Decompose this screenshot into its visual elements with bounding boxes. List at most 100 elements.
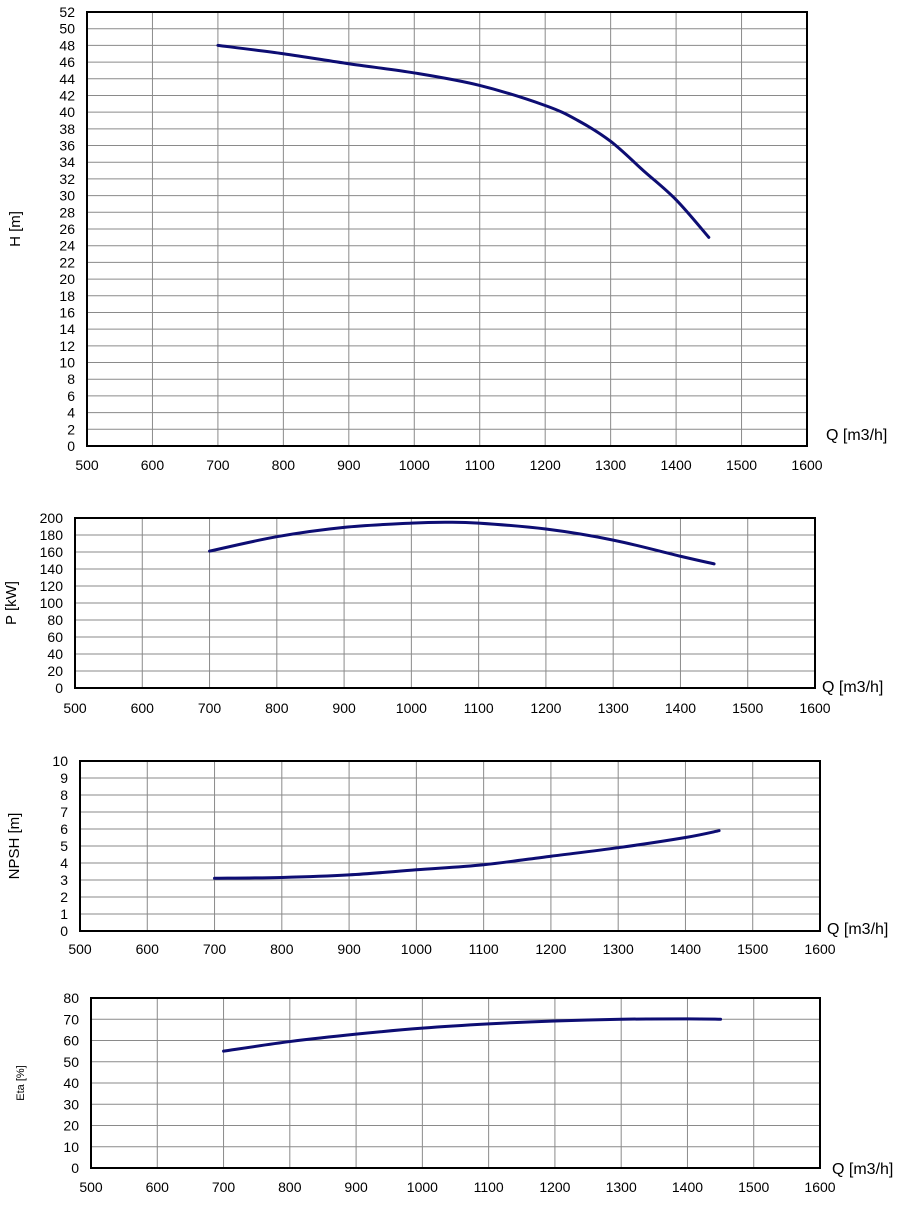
- y-tick-label: 38: [59, 121, 75, 137]
- y-tick-label: 12: [59, 338, 75, 354]
- x-tick-label: 1200: [535, 941, 566, 957]
- chart-1: 500 600 700 800 900 1000 1100 1200 1300 1400 1500 1…: [7, 4, 887, 473]
- x-tick-label: 500: [75, 457, 99, 473]
- y-tick-label: 0: [71, 1160, 79, 1176]
- y-tick-label: 4: [67, 405, 75, 421]
- y-tick-label: 0: [67, 438, 75, 454]
- y-axis-label: Eta [%]: [15, 1065, 27, 1100]
- y-tick-label: 0: [55, 680, 63, 696]
- x-tick-label: 1100: [469, 941, 499, 957]
- y-tick-label: 200: [40, 510, 64, 526]
- y-tick-label: 9: [60, 770, 68, 786]
- y-tick-label: 30: [63, 1096, 79, 1112]
- x-tick-label: 1100: [464, 700, 494, 716]
- x-tick-label: 1600: [804, 941, 835, 957]
- x-tick-label: 1000: [401, 941, 432, 957]
- y-tick-label: 5: [60, 838, 68, 854]
- y-tick-label: 60: [63, 1033, 79, 1049]
- y-tick-label: 40: [47, 646, 63, 662]
- x-axis-label: Q [m3/h]: [826, 427, 887, 444]
- y-tick-label: 18: [59, 288, 75, 304]
- y-tick-label: 36: [59, 138, 75, 154]
- y-tick-label: 46: [59, 54, 75, 70]
- x-axis-label: Q [m3/h]: [832, 1161, 893, 1178]
- y-tick-label: 10: [59, 355, 75, 371]
- plot-frame: [74, 517, 816, 689]
- y-tick-label: 140: [40, 561, 64, 577]
- y-tick-label: 80: [47, 612, 63, 628]
- y-tick-label: 70: [63, 1011, 79, 1027]
- x-tick-label: 1500: [737, 941, 768, 957]
- y-axis-label: P [kW]: [3, 581, 20, 625]
- x-tick-label: 1300: [595, 457, 626, 473]
- x-tick-label: 1500: [738, 1179, 769, 1195]
- y-tick-label: 180: [40, 527, 64, 543]
- series-line: [213, 829, 721, 880]
- y-tick-label: 20: [63, 1118, 79, 1134]
- x-axis-label: Q [m3/h]: [822, 679, 883, 696]
- y-tick-label: 20: [59, 271, 75, 287]
- y-tick-label: 50: [59, 21, 75, 37]
- x-tick-label: 500: [68, 941, 92, 957]
- y-tick-label: 42: [59, 87, 75, 103]
- y-tick-label: 120: [40, 578, 64, 594]
- x-tick-label: 1500: [726, 457, 757, 473]
- x-tick-label: 900: [332, 700, 356, 716]
- x-tick-label: 700: [198, 700, 222, 716]
- y-tick-label: 50: [63, 1054, 79, 1070]
- y-tick-label: 40: [59, 104, 75, 120]
- x-tick-label: 1400: [661, 457, 692, 473]
- x-tick-label: 1100: [474, 1179, 504, 1195]
- y-tick-label: 32: [59, 171, 75, 187]
- y-tick-label: 2: [60, 889, 68, 905]
- y-tick-label: 160: [40, 544, 64, 560]
- x-tick-label: 1600: [791, 457, 822, 473]
- y-tick-label: 34: [59, 154, 75, 170]
- y-tick-label: 48: [59, 37, 75, 53]
- y-tick-label: 1: [60, 906, 68, 922]
- x-tick-label: 500: [79, 1179, 103, 1195]
- series-line: [222, 1017, 723, 1053]
- x-tick-label: 1600: [804, 1179, 835, 1195]
- y-tick-label: 2: [67, 421, 75, 437]
- y-tick-label: 44: [59, 71, 75, 87]
- x-tick-label: 1500: [732, 700, 763, 716]
- y-tick-label: 8: [60, 787, 68, 803]
- y-tick-label: 24: [59, 238, 75, 254]
- x-tick-label: 1000: [399, 457, 430, 473]
- y-axis-label: H [m]: [7, 211, 24, 247]
- x-tick-label: 1100: [465, 457, 495, 473]
- x-tick-label: 1200: [530, 700, 561, 716]
- x-tick-label: 500: [63, 700, 87, 716]
- y-tick-label: 26: [59, 221, 75, 237]
- x-tick-label: 900: [344, 1179, 368, 1195]
- y-axis-label: NPSH [m]: [6, 813, 23, 880]
- x-tick-label: 600: [146, 1179, 170, 1195]
- x-tick-label: 600: [136, 941, 160, 957]
- y-tick-label: 4: [60, 855, 68, 871]
- y-tick-label: 16: [59, 304, 75, 320]
- x-tick-label: 800: [265, 700, 289, 716]
- x-tick-label: 600: [141, 457, 165, 473]
- x-tick-label: 900: [337, 941, 361, 957]
- x-tick-label: 1400: [672, 1179, 703, 1195]
- x-tick-label: 1300: [606, 1179, 637, 1195]
- x-tick-label: 800: [270, 941, 294, 957]
- x-tick-label: 1400: [665, 700, 696, 716]
- x-tick-label: 1400: [670, 941, 701, 957]
- y-tick-label: 28: [59, 204, 75, 220]
- y-tick-label: 20: [47, 663, 63, 679]
- y-tick-label: 100: [40, 595, 64, 611]
- x-tick-label: 700: [206, 457, 230, 473]
- chart-4: 500 600 700 800 900 1000 1100 1200 1300 1400 1500 1…: [15, 990, 893, 1195]
- x-tick-label: 700: [203, 941, 227, 957]
- y-tick-label: 6: [67, 388, 75, 404]
- y-tick-label: 30: [59, 188, 75, 204]
- chart-2: 500 600 700 800 900 1000 1100 1200 1300 1400 1500 1…: [3, 510, 883, 716]
- x-tick-label: 1300: [603, 941, 634, 957]
- x-tick-label: 600: [131, 700, 155, 716]
- y-tick-label: 22: [59, 254, 75, 270]
- x-tick-label: 1200: [530, 457, 561, 473]
- x-tick-label: 1200: [539, 1179, 570, 1195]
